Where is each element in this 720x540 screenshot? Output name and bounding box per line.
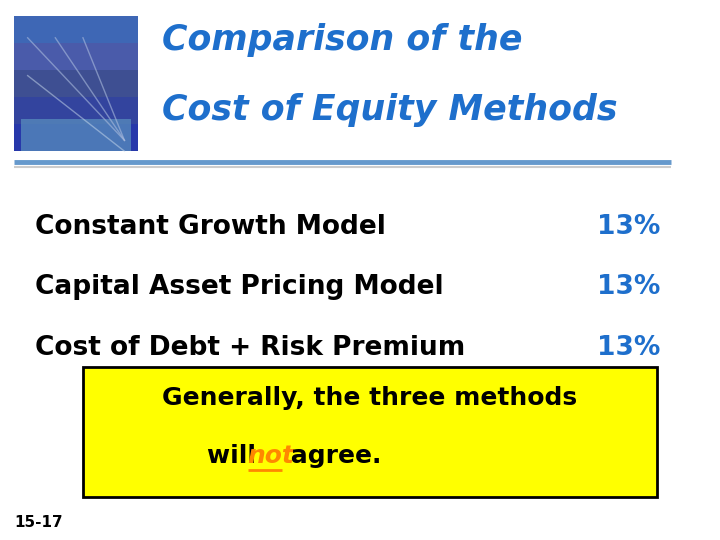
Text: Cost of Debt + Risk Premium: Cost of Debt + Risk Premium: [35, 335, 465, 361]
FancyBboxPatch shape: [14, 124, 138, 151]
FancyBboxPatch shape: [14, 16, 138, 151]
Text: 13%: 13%: [597, 214, 660, 240]
Text: 15-17: 15-17: [14, 515, 63, 530]
Text: 13%: 13%: [597, 274, 660, 300]
Text: Constant Growth Model: Constant Growth Model: [35, 214, 385, 240]
FancyBboxPatch shape: [14, 97, 138, 124]
Text: not: not: [248, 444, 294, 468]
Text: agree.: agree.: [282, 444, 382, 468]
Text: will: will: [207, 444, 265, 468]
FancyBboxPatch shape: [21, 119, 131, 151]
Text: Generally, the three methods: Generally, the three methods: [162, 386, 577, 410]
Text: 13%: 13%: [597, 335, 660, 361]
FancyBboxPatch shape: [14, 43, 138, 70]
FancyBboxPatch shape: [14, 70, 138, 97]
Text: Capital Asset Pricing Model: Capital Asset Pricing Model: [35, 274, 444, 300]
FancyBboxPatch shape: [83, 367, 657, 497]
Text: Comparison of the: Comparison of the: [163, 23, 523, 57]
Text: Cost of Equity Methods: Cost of Equity Methods: [163, 93, 618, 127]
FancyBboxPatch shape: [14, 16, 138, 43]
